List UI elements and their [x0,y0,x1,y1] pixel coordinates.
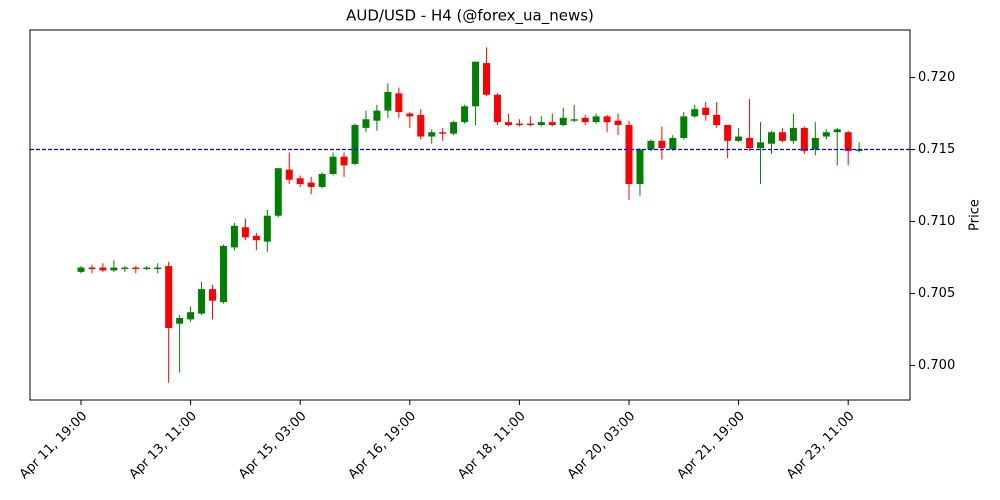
y-tick-label: 0.710 [918,214,955,229]
candle-body [351,125,359,164]
y-axis-label: Price [968,199,983,231]
candle-body [526,123,534,126]
x-tick-label: Apr 11, 19:00 [17,409,90,482]
candle-body [844,132,852,151]
candle-body [855,149,863,151]
candle-body [822,132,830,137]
candle-body [428,132,436,137]
candle-body [603,116,611,123]
candle-body [121,267,129,269]
candle-body [537,122,545,126]
x-tick-label: Apr 18, 11:00 [455,409,528,482]
candle-body [735,136,743,141]
x-tick-label: Apr 13, 11:00 [126,409,199,482]
candle-body [592,116,600,123]
candle-body [362,119,370,128]
candle-body [493,94,501,123]
candle-body [504,122,512,126]
candle-body [340,156,348,166]
candle-body [187,312,195,320]
candle-body [483,63,491,95]
candle-body [461,106,469,123]
candle-body [515,123,523,126]
candle-body [450,122,458,134]
x-tick-label: Apr 23, 11:00 [784,409,857,482]
candle-body [757,142,765,149]
candle-body [691,109,699,117]
candle-body [702,107,710,115]
candle-body [789,127,797,141]
candle-body [241,227,249,238]
candle-body [625,125,633,185]
candle-body [581,117,589,123]
y-tick-label: 0.700 [918,358,955,373]
candle-body [767,132,775,144]
candle-body [307,182,315,187]
candle-body [230,225,238,248]
candle-body [296,178,304,185]
candle-body [198,289,206,314]
candle-body [406,113,414,117]
x-tick-label: Apr 16, 19:00 [346,409,419,482]
candle-body [724,125,732,141]
candle-body [636,149,644,185]
candle-body [384,91,392,111]
candle-body [176,317,184,324]
candle-body [833,129,841,133]
candle-body [559,117,567,126]
y-tick-label: 0.715 [918,142,955,157]
chart-title: AUD/USD - H4 (@forex_ua_news) [346,7,594,26]
candle-body [329,156,337,174]
candle-body [99,267,107,271]
candle-body [614,120,622,126]
candle-body [417,114,425,137]
candle-body [285,169,293,180]
candle-body [143,267,151,269]
candle-body [77,267,85,272]
candle-body [669,137,677,150]
candle-body [778,132,786,141]
candle-body [88,267,96,269]
candle-body [439,132,447,134]
candle-body [713,114,721,126]
candle-body [263,215,271,242]
candle-body [209,289,217,301]
candle-body [811,137,819,150]
candle-body [647,140,655,150]
candle-body [658,140,666,149]
candle-body [274,168,282,216]
candle-body [318,173,326,187]
candle-body [680,116,688,138]
candle-body [395,93,403,113]
candle-body [800,127,808,151]
candle-body [373,110,381,121]
candle-body [165,266,173,329]
x-tick-label: Apr 21, 19:00 [674,409,747,482]
candle-body [219,245,227,303]
candle-body [252,235,260,241]
y-tick-label: 0.720 [918,70,955,85]
candle-body [110,267,118,271]
candle-body [154,267,162,269]
candle-body [132,267,140,269]
candle-body [472,61,480,107]
candle-body [746,137,754,149]
y-tick-label: 0.705 [918,286,955,301]
x-tick-label: Apr 20, 03:00 [565,409,638,482]
x-tick-label: Apr 15, 03:00 [236,409,309,482]
candle-body [570,119,578,121]
plot-frame [29,29,911,401]
candle-body [548,122,556,126]
